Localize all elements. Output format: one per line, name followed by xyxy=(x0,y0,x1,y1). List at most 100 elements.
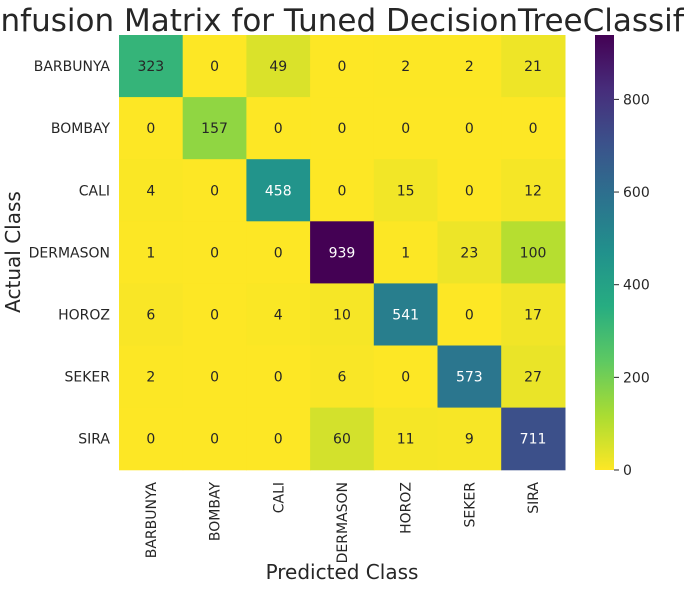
cell-value-label: 49 xyxy=(269,59,287,75)
heatmap-cell xyxy=(119,345,184,409)
cell-value-label: 0 xyxy=(401,370,410,386)
cell-value-label: 0 xyxy=(274,432,283,448)
x-axis-tick-labels: BARBUNYA BOMBAY CALI DERMASON HOROZ SEKER SIRA xyxy=(144,482,542,564)
cell-value-label: 0 xyxy=(401,121,410,137)
y-tick-label: DERMASON xyxy=(29,245,110,261)
heatmap-cell xyxy=(310,97,375,160)
cell-value-label: 10 xyxy=(333,307,351,323)
cell-value-label: 4 xyxy=(146,183,155,199)
cell-value-label: 27 xyxy=(524,370,542,386)
heatmap-cell xyxy=(373,407,439,471)
cell-value-label: 0 xyxy=(274,245,283,261)
heatmap-cell xyxy=(310,345,375,409)
heatmap-cell xyxy=(119,407,184,471)
heatmap-cell-labels: 323 0 49 0 2 2 210 157 0 0 0 0 04 0 458 0 15 0 121 0 0 939 1 23… xyxy=(137,59,546,448)
heatmap-cell xyxy=(182,159,247,222)
x-tick-label: BOMBAY xyxy=(208,482,224,542)
heatmap-cell xyxy=(310,35,375,98)
heatmap-cell xyxy=(501,345,566,409)
heatmap-cell xyxy=(373,35,439,98)
heatmap-cell xyxy=(182,345,247,409)
cell-value-label: 6 xyxy=(146,307,155,323)
heatmap-cell xyxy=(119,283,184,347)
heatmap-cell xyxy=(246,283,311,347)
cell-value-label: 0 xyxy=(210,307,219,323)
heatmap-cell xyxy=(246,221,311,284)
heatmap-cell xyxy=(437,221,502,284)
cell-value-label: 0 xyxy=(465,307,474,323)
colorbar-ticks: 0 200 400 600 800 xyxy=(614,92,650,479)
x-tick-label: SEKER xyxy=(462,482,478,528)
cell-value-label: 0 xyxy=(274,121,283,137)
cell-value-label: 323 xyxy=(137,59,164,75)
heatmap-cell xyxy=(310,221,375,284)
heatmap-cell xyxy=(310,283,375,347)
heatmap-cell xyxy=(501,407,566,471)
heatmap-cell xyxy=(119,221,184,284)
cell-value-label: 573 xyxy=(456,370,483,386)
colorbar-tick-label: 0 xyxy=(623,463,632,479)
cell-value-label: 458 xyxy=(265,183,292,199)
heatmap-cell xyxy=(501,97,566,160)
heatmap-cell xyxy=(373,283,439,347)
cell-value-label: 157 xyxy=(201,121,228,137)
heatmap-cell xyxy=(182,97,247,160)
x-tick-label: BARBUNYA xyxy=(144,482,160,559)
cell-value-label: 939 xyxy=(329,245,356,261)
cell-value-label: 21 xyxy=(524,59,542,75)
cell-value-label: 12 xyxy=(524,183,542,199)
cell-value-label: 23 xyxy=(460,245,478,261)
cell-value-label: 100 xyxy=(520,245,547,261)
cell-value-label: 6 xyxy=(337,370,346,386)
y-tick-label: SIRA xyxy=(78,432,110,448)
y-axis-label: Actual Class xyxy=(1,191,25,313)
heatmap-cell xyxy=(501,221,566,284)
cell-value-label: 1 xyxy=(401,245,410,261)
heatmap-cell xyxy=(182,283,247,347)
y-tick-label: BARBUNYA xyxy=(34,59,111,75)
heatmap-cell xyxy=(501,35,566,98)
colorbar-tick-label: 200 xyxy=(623,370,650,386)
colorbar-tick-label: 800 xyxy=(623,92,650,108)
heatmap-cell xyxy=(246,35,311,98)
heatmap-cell xyxy=(182,407,247,471)
x-tick-label: DERMASON xyxy=(335,482,351,563)
cell-value-label: 1 xyxy=(146,245,155,261)
heatmap-cell xyxy=(119,35,184,98)
heatmap-cell xyxy=(246,159,311,222)
heatmap-cell xyxy=(373,221,439,284)
cell-value-label: 541 xyxy=(392,307,419,323)
heatmap-cell xyxy=(373,345,439,409)
y-tick-label: CALI xyxy=(79,183,110,199)
colorbar xyxy=(595,35,614,470)
y-tick-label: BOMBAY xyxy=(51,121,111,137)
cell-value-label: 0 xyxy=(146,121,155,137)
colorbar-tick-label: 400 xyxy=(623,278,650,294)
x-axis-label: Predicted Class xyxy=(266,560,419,584)
y-axis-tick-labels: BARBUNYA BOMBAY CALI DERMASON HOROZ SEKER SIRA xyxy=(29,59,111,448)
cell-value-label: 15 xyxy=(397,183,415,199)
cell-value-label: 2 xyxy=(401,59,410,75)
heatmap-cell xyxy=(246,345,311,409)
heatmap-cell xyxy=(437,35,502,98)
heatmap-cells xyxy=(119,35,566,471)
cell-value-label: 711 xyxy=(520,432,547,448)
heatmap-cell xyxy=(437,345,502,409)
cell-value-label: 2 xyxy=(465,59,474,75)
cell-value-label: 0 xyxy=(465,183,474,199)
heatmap-cell xyxy=(501,283,566,347)
cell-value-label: 0 xyxy=(210,245,219,261)
y-tick-label: HOROZ xyxy=(58,307,110,323)
heatmap-cell xyxy=(119,97,184,160)
heatmap-cell xyxy=(119,159,184,222)
cell-value-label: 0 xyxy=(274,370,283,386)
heatmap-cell xyxy=(437,159,502,222)
y-tick-label: SEKER xyxy=(65,370,111,386)
cell-value-label: 17 xyxy=(524,307,542,323)
cell-value-label: 0 xyxy=(465,121,474,137)
cell-value-label: 9 xyxy=(465,432,474,448)
x-tick-label: SIRA xyxy=(526,482,542,514)
cell-value-label: 0 xyxy=(210,370,219,386)
cell-value-label: 60 xyxy=(333,432,351,448)
